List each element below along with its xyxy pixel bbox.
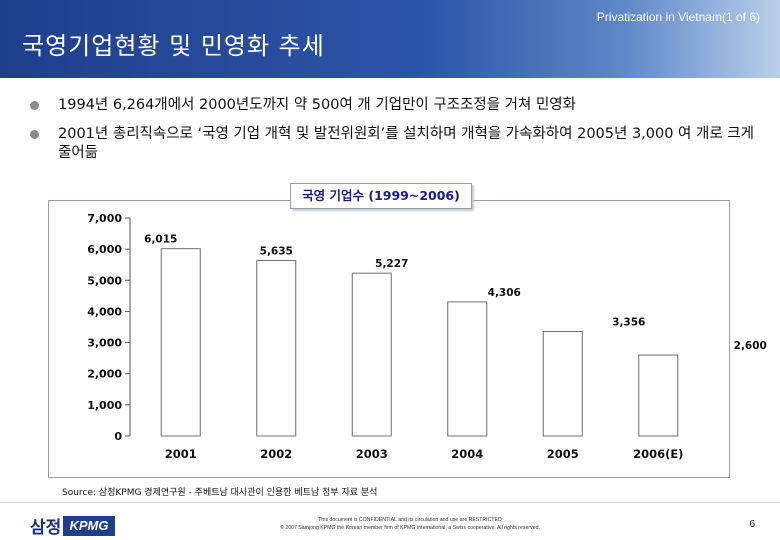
x-tick-label: 2006(E) <box>633 447 683 461</box>
x-tick-label: 2001 <box>165 447 197 461</box>
source-note: Source: 삼정KPMG 경제연구원 - 주베트남 대사관이 인용한 베트남… <box>62 488 378 498</box>
x-tick-label: 2003 <box>356 447 388 461</box>
footer-divider <box>0 502 780 503</box>
x-tick-label: 2005 <box>547 447 579 461</box>
y-tick-label: 7,000 <box>87 212 122 225</box>
y-tick-label: 1,000 <box>87 399 122 412</box>
bar-value-label: 5,635 <box>260 246 293 258</box>
bullet-item: 2001년 총리직속으로 ‘국영 기업 개혁 및 발전위원회’를 설치하며 개혁… <box>28 125 758 163</box>
footer-disclaimer: This document is CONFIDENTIAL and its ci… <box>230 516 590 532</box>
bullet-list: 1994년 6,264개에서 2000년도까지 약 500여 개 기업만이 구조… <box>28 96 758 173</box>
header-banner: 국영기업현황 및 민영화 추세 Privatization in Vietnam… <box>0 0 780 78</box>
y-tick-label: 5,000 <box>87 274 122 287</box>
chart-title: 국영 기업수 (1999~2006) <box>290 183 472 209</box>
bar <box>542 330 583 437</box>
samsung-logo: 삼정 <box>30 518 62 538</box>
x-tick-label: 2002 <box>260 447 292 461</box>
bullet-dot-icon <box>30 101 39 110</box>
bullet-text: 1994년 6,264개에서 2000년도까지 약 500여 개 기업만이 구조… <box>58 97 576 113</box>
page-number: 6 <box>749 519 755 530</box>
page-subtitle: Privatization in Vietnam(1 of 6) <box>596 10 760 24</box>
y-tick-label: 6,000 <box>87 243 122 256</box>
bullet-item: 1994년 6,264개에서 2000년도까지 약 500여 개 기업만이 구조… <box>28 96 758 115</box>
bar-value-label: 5,227 <box>375 258 408 270</box>
bar <box>638 354 679 437</box>
bullet-text: 2001년 총리직속으로 ‘국영 기업 개혁 및 발전위원회’를 설치하며 개혁… <box>58 126 754 161</box>
bar-value-label: 3,356 <box>612 316 645 328</box>
y-tick-label: 0 <box>114 430 122 443</box>
bar <box>256 260 297 437</box>
y-tick-label: 2,000 <box>87 368 122 381</box>
bar <box>351 272 392 437</box>
x-tick-label: 2004 <box>451 447 483 461</box>
bullet-dot-icon <box>30 130 39 139</box>
kpmg-logo: KPMG <box>63 516 115 536</box>
page-title: 국영기업현황 및 민영화 추세 <box>22 32 325 60</box>
disclaimer-line: This document is CONFIDENTIAL and its ci… <box>318 517 502 523</box>
disclaimer-line: © 2007 Samjong KPMG the Korean member fi… <box>280 525 540 531</box>
bar-value-label: 6,015 <box>144 234 177 246</box>
bar-value-label: 4,306 <box>488 287 521 299</box>
y-tick-label: 4,000 <box>87 305 122 318</box>
y-tick-label: 3,000 <box>87 337 122 350</box>
bar <box>447 301 488 437</box>
bar-value-label: 2,600 <box>734 340 767 352</box>
bar <box>160 248 201 437</box>
